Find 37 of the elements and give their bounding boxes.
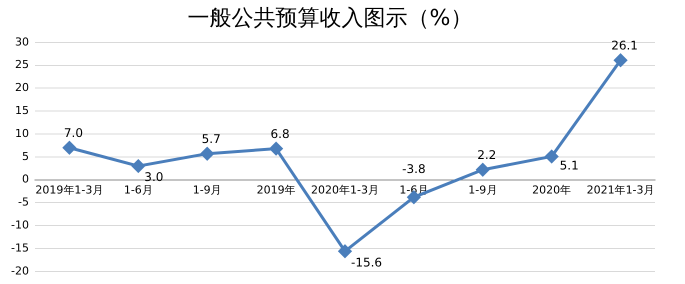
point (270, 142, 283, 156)
x-tick-label: 2021年1-3月 (586, 183, 655, 196)
y-tick-label: 5 (22, 150, 29, 163)
data-label: 6.8 (270, 126, 290, 141)
y-tick-label: 25 (14, 58, 29, 72)
y-tick-label: 0 (22, 172, 29, 186)
x-tick-label: 2019年1-3月 (35, 183, 104, 196)
x-tick-label: 2020年 (532, 183, 572, 196)
data-label: 7.0 (64, 126, 83, 140)
x-tick-label: 2020年1-3月 (311, 183, 379, 196)
chart-title: 一般公共预算收入图示（%） (188, 6, 472, 31)
y-tick-label: 30 (14, 35, 29, 48)
data-label: 3.0 (144, 170, 164, 184)
point (476, 163, 490, 176)
y-tick-label: -5 (18, 196, 29, 209)
x-tick-label: 1-9月 (468, 183, 498, 196)
data-label: 5.1 (560, 158, 579, 173)
y-tick-label: -10 (11, 218, 29, 232)
data-label: 26.1 (611, 38, 638, 52)
y-tick-label: 15 (14, 104, 29, 117)
x-tick-label: 1-9月 (192, 183, 222, 196)
x-tick-label: 2019年 (256, 183, 296, 196)
point (545, 150, 558, 163)
data-label: -15.6 (350, 255, 382, 270)
y-tick-label: 10 (14, 126, 29, 140)
point (338, 244, 352, 258)
data-label: 5.7 (202, 132, 221, 146)
y-tick-label: -20 (11, 264, 29, 278)
y-tick-label: -15 (11, 241, 29, 254)
point (614, 54, 628, 67)
point (200, 147, 214, 160)
x-tick-label: 1-6月 (124, 183, 153, 196)
y-tick-label: 20 (14, 81, 29, 94)
point (62, 141, 76, 154)
point (132, 160, 145, 173)
data-label: 2.2 (477, 148, 496, 162)
data-label: -3.8 (402, 162, 426, 176)
